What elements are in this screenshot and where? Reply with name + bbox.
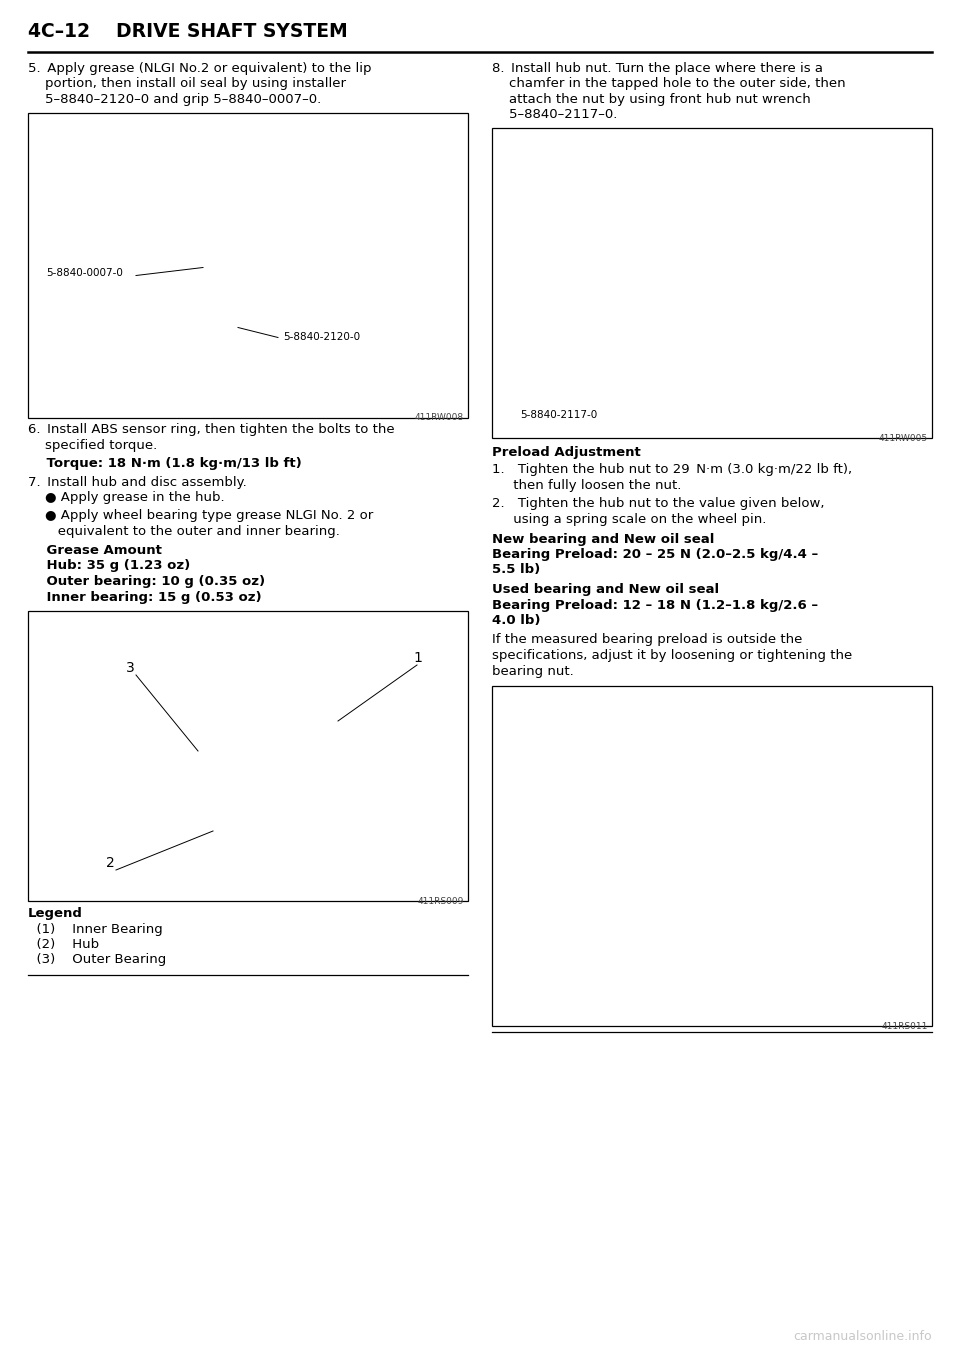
Text: bearing nut.: bearing nut. [492,664,574,678]
Text: Bearing Preload: 20 – 25 N (2.0–2.5 kg/4.4 –: Bearing Preload: 20 – 25 N (2.0–2.5 kg/4… [492,549,818,561]
Text: 411RS009: 411RS009 [418,898,464,906]
Text: Preload Adjustment: Preload Adjustment [492,445,640,459]
Text: then fully loosen the nut.: then fully loosen the nut. [492,479,682,492]
Text: 5–8840–2117–0.: 5–8840–2117–0. [492,109,617,121]
Text: specifications, adjust it by loosening or tightening the: specifications, adjust it by loosening o… [492,649,852,661]
Text: 8. Install hub nut. Turn the place where there is a: 8. Install hub nut. Turn the place where… [492,62,823,75]
Text: 4C–12    DRIVE SHAFT SYSTEM: 4C–12 DRIVE SHAFT SYSTEM [28,22,348,41]
Bar [28,611,468,900]
Text: Bearing Preload: 12 – 18 N (1.2–1.8 kg/2.6 –: Bearing Preload: 12 – 18 N (1.2–1.8 kg/2… [492,599,818,611]
Text: 411RS011: 411RS011 [881,1023,928,1031]
Text: using a spring scale on the wheel pin.: using a spring scale on the wheel pin. [492,513,766,526]
Text: 5.5 lb): 5.5 lb) [492,564,540,577]
Text: Grease Amount: Grease Amount [28,545,162,557]
Text: 411RW005: 411RW005 [878,435,928,443]
Text: chamfer in the tapped hole to the outer side, then: chamfer in the tapped hole to the outer … [492,77,846,91]
Text: 5-8840-2117-0: 5-8840-2117-0 [520,410,597,420]
Text: Outer bearing: 10 g (0.35 oz): Outer bearing: 10 g (0.35 oz) [28,574,265,588]
Text: Hub: 35 g (1.23 oz): Hub: 35 g (1.23 oz) [28,559,190,573]
Text: 5. Apply grease (NLGI No.2 or equivalent) to the lip: 5. Apply grease (NLGI No.2 or equivalent… [28,62,372,75]
Text: portion, then install oil seal by using installer: portion, then install oil seal by using … [28,77,346,91]
Text: 5-8840-2120-0: 5-8840-2120-0 [283,333,360,342]
Text: 7. Install hub and disc assembly.: 7. Install hub and disc assembly. [28,477,247,489]
Bar [492,128,932,439]
Text: 4.0 lb): 4.0 lb) [492,614,540,627]
Bar [28,113,468,417]
Text: 3: 3 [126,661,134,675]
Text: attach the nut by using front hub nut wrench: attach the nut by using front hub nut wr… [492,92,811,106]
Text: If the measured bearing preload is outside the: If the measured bearing preload is outsi… [492,633,803,646]
Text: 1. Tighten the hub nut to 29 N·m (3.0 kg·m/22 lb ft),: 1. Tighten the hub nut to 29 N·m (3.0 kg… [492,463,852,477]
Text: Torque: 18 N·m (1.8 kg·m/13 lb ft): Torque: 18 N·m (1.8 kg·m/13 lb ft) [28,456,301,470]
Text: 5–8840–2120–0 and grip 5–8840–0007–0.: 5–8840–2120–0 and grip 5–8840–0007–0. [28,92,322,106]
Bar [492,686,932,1027]
Text: Used bearing and New oil seal: Used bearing and New oil seal [492,583,719,596]
Text: 5-8840-0007-0: 5-8840-0007-0 [46,268,123,277]
Text: 2. Tighten the hub nut to the value given below,: 2. Tighten the hub nut to the value give… [492,497,825,511]
Text: 411RW008: 411RW008 [415,413,464,422]
Text: specified torque.: specified torque. [28,439,157,452]
Text: Inner bearing: 15 g (0.53 oz): Inner bearing: 15 g (0.53 oz) [28,591,262,603]
Text: New bearing and New oil seal: New bearing and New oil seal [492,532,714,546]
Text: ● Apply wheel bearing type grease NLGI No. 2 or: ● Apply wheel bearing type grease NLGI N… [28,509,373,521]
Text: 2: 2 [106,856,115,870]
Text: (2)    Hub: (2) Hub [28,938,99,951]
Text: (3)    Outer Bearing: (3) Outer Bearing [28,953,166,967]
Text: Legend: Legend [28,907,83,919]
Text: 6. Install ABS sensor ring, then tighten the bolts to the: 6. Install ABS sensor ring, then tighten… [28,424,395,436]
Text: 1: 1 [413,650,421,665]
Text: carmanualsonline.info: carmanualsonline.info [793,1329,932,1343]
Text: (1)    Inner Bearing: (1) Inner Bearing [28,922,163,936]
Text: equivalent to the outer and inner bearing.: equivalent to the outer and inner bearin… [28,524,340,538]
Text: ● Apply grease in the hub.: ● Apply grease in the hub. [28,492,225,505]
